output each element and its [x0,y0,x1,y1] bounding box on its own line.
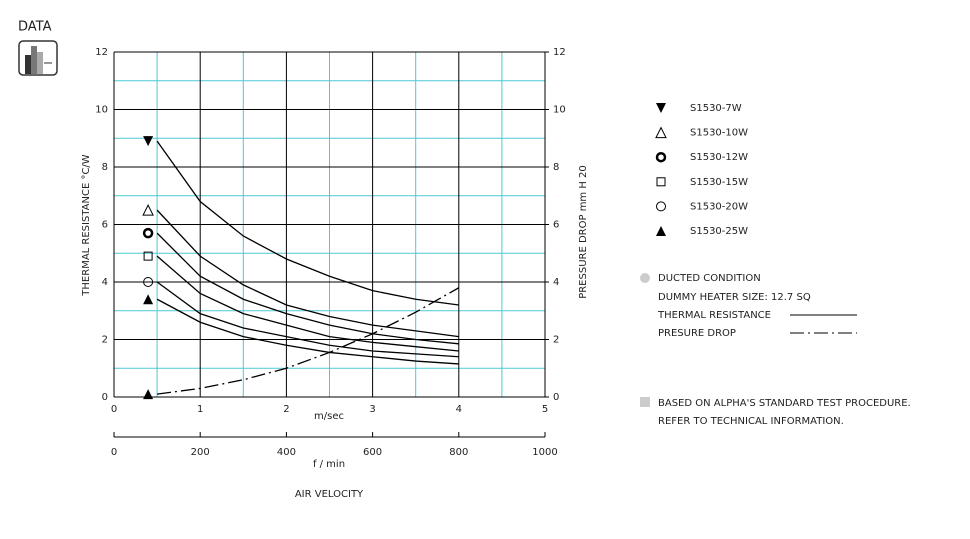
legend-label: S1530-12W [690,152,748,163]
note: DUCTED CONDITION [658,273,761,284]
legend-label: S1530-10W [690,128,748,139]
x-tick-label: 1 [197,404,203,415]
x2-tick-label: 0 [111,447,117,458]
y-tick-label: 10 [95,105,108,116]
x2-tick-label: 800 [449,447,468,458]
marker [143,277,154,287]
legend-marker [655,126,667,139]
note: THERMAL RESISTANCE [657,310,771,321]
y2-tick-label: 4 [553,277,559,288]
note-square [640,397,650,407]
series-line [156,298,459,365]
marker [143,251,153,261]
marker [142,227,154,239]
legend-label: S1530-25W [690,226,748,237]
note: REFER TO TECHNICAL INFORMATION. [658,416,844,427]
note: PRESURE DROP [658,328,736,339]
x-tick-label: 3 [369,404,375,415]
x2-tick-label: 400 [277,447,296,458]
x2-tick-label: 1000 [532,447,557,458]
marker [143,136,154,147]
y2-tick-label: 12 [553,47,566,58]
legend-marker [656,201,666,212]
x-axis-title: AIR VELOCITY [295,489,364,500]
note: DUMMY HEATER SIZE: 12.7 SQ [658,292,811,303]
legend-label: S1530-15W [690,177,748,188]
series-line [156,255,459,352]
header: DATA [18,20,52,35]
legend-marker [655,151,667,163]
y2-tick-label: 10 [553,105,566,116]
y-axis-label: THERMAL RESISTANCE °C/W [81,154,92,297]
x2-tick-label: 600 [363,447,382,458]
x-tick-label: 4 [456,404,462,415]
y-tick-label: 2 [102,335,108,346]
note: BASED ON ALPHA'S STANDARD TEST PROCEDURE… [658,398,911,409]
series-line [156,281,459,358]
x-tick-label: 2 [283,404,289,415]
series-line [157,287,460,395]
x-tick-label: 5 [542,404,548,415]
marker [143,294,154,305]
series-line [156,209,459,338]
legend-label: S1530-20W [690,201,748,212]
marker [142,204,154,216]
series-line [156,140,459,306]
y2-tick-label: 2 [553,335,559,346]
x-tick-label: 0 [111,404,117,415]
y2-tick-label: 0 [553,392,559,403]
x2-axis-label: f / min [313,459,345,470]
legend-marker [656,177,666,187]
legend-label: S1530-7W [690,103,742,114]
x-axis-label: m/sec [314,411,344,422]
y2-tick-label: 6 [553,220,559,231]
note-dot [640,273,650,283]
y-tick-label: 12 [95,47,108,58]
y-tick-label: 4 [102,277,108,288]
marker [143,389,154,400]
y2-tick-label: 8 [553,162,559,173]
legend-marker [656,226,666,236]
data-icon [18,40,58,76]
y-tick-label: 8 [102,162,108,173]
y-tick-label: 6 [102,220,108,231]
x2-tick-label: 200 [191,447,210,458]
y2-axis-label: PRESSURE DROP mm H 20 [578,165,589,299]
legend-marker [656,103,666,113]
series-line [156,232,459,345]
y-tick-label: 0 [102,392,108,403]
